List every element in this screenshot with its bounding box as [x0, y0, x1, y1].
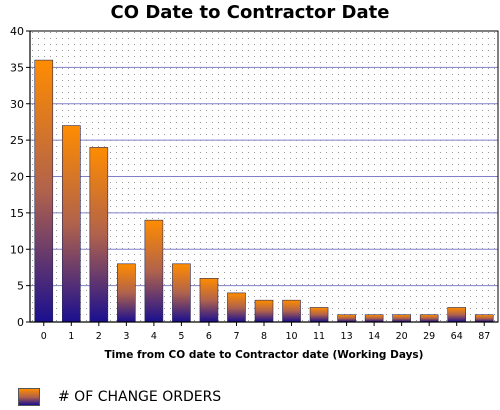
bar [392, 314, 411, 323]
x-tick-label: 7 [233, 331, 239, 342]
chart-title: CO Date to Contractor Date [110, 2, 390, 23]
x-tick-label: 13 [341, 331, 353, 342]
x-tick-label: 8 [261, 331, 267, 342]
x-tick-label: 29 [423, 331, 435, 342]
y-tick-label: 15 [10, 207, 24, 220]
y-tick-label: 30 [10, 98, 24, 111]
bar [447, 307, 467, 323]
x-axis-label: Time from CO date to Contractor date (Wo… [104, 349, 424, 361]
x-tick-label: 5 [178, 331, 184, 342]
y-tick-label: 0 [17, 316, 24, 329]
bar [144, 219, 164, 323]
y-tick-label: 25 [10, 134, 24, 147]
legend-swatch [18, 388, 40, 406]
x-tick-label: 6 [206, 331, 212, 342]
x-tick-label: 0 [41, 331, 47, 342]
x-tick-label: 4 [151, 331, 157, 342]
bar [199, 278, 219, 323]
bar [254, 299, 274, 323]
bar [474, 314, 494, 323]
x-tick-label: 87 [478, 331, 490, 342]
bar [282, 299, 301, 323]
bar [337, 314, 356, 323]
bar [309, 307, 329, 323]
x-tick-label: 1 [68, 331, 74, 342]
legend-label: # OF CHANGE ORDERS [58, 389, 222, 405]
bar [89, 147, 109, 323]
x-tick-label: 64 [451, 331, 463, 342]
x-tick-label: 2 [96, 331, 102, 342]
bar [34, 59, 54, 323]
bar [364, 314, 384, 323]
y-tick-label: 35 [10, 61, 24, 74]
x-tick-label: 10 [285, 331, 297, 342]
bar [172, 263, 191, 323]
bar [227, 292, 246, 323]
legend: # OF CHANGE ORDERS [18, 387, 221, 407]
bar [61, 125, 81, 323]
x-tick-label: 3 [123, 331, 129, 342]
x-tick-label: 14 [368, 331, 380, 342]
bar [117, 263, 136, 323]
y-tick-label: 5 [17, 280, 24, 293]
x-tick-label: 11 [313, 331, 325, 342]
bar [419, 314, 439, 323]
y-tick-label: 40 [10, 25, 24, 38]
y-tick-label: 20 [10, 171, 24, 184]
y-tick-label: 10 [10, 243, 24, 256]
x-tick-label: 20 [396, 331, 408, 342]
